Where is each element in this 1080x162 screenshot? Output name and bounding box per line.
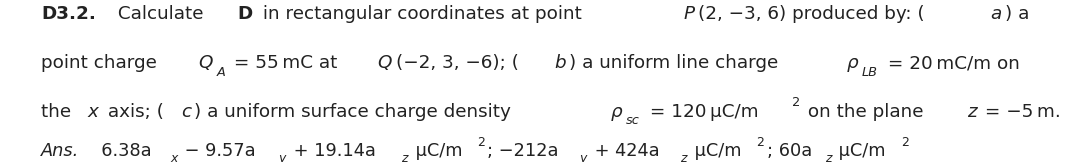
Text: ) a: ) a xyxy=(1005,6,1029,23)
Text: axis; (: axis; ( xyxy=(102,103,163,121)
Text: − 9.57a: − 9.57a xyxy=(179,142,256,160)
Text: μC/m: μC/m xyxy=(409,142,462,160)
Text: Ans.: Ans. xyxy=(41,142,79,160)
Text: on the plane: on the plane xyxy=(802,103,930,121)
Text: μC/m: μC/m xyxy=(689,142,741,160)
Text: ; 60a: ; 60a xyxy=(767,142,812,160)
Text: 2: 2 xyxy=(901,136,909,149)
Text: y: y xyxy=(279,152,286,162)
Text: z: z xyxy=(967,103,976,121)
Text: point charge: point charge xyxy=(41,54,163,72)
Text: a: a xyxy=(990,6,1002,23)
Text: 2: 2 xyxy=(792,96,800,109)
Text: Calculate: Calculate xyxy=(112,6,210,23)
Text: z: z xyxy=(401,152,408,162)
Text: ρ: ρ xyxy=(847,54,859,72)
Text: + 19.14a: + 19.14a xyxy=(287,142,376,160)
Text: D: D xyxy=(238,6,253,23)
Text: = −5 m.: = −5 m. xyxy=(980,103,1061,121)
Text: = 120 μC/m: = 120 μC/m xyxy=(644,103,758,121)
Text: ; −212a: ; −212a xyxy=(487,142,559,160)
Text: = 20 mC/m on: = 20 mC/m on xyxy=(882,54,1021,72)
Text: ) a uniform surface charge density: ) a uniform surface charge density xyxy=(194,103,517,121)
Text: 2: 2 xyxy=(477,136,485,149)
Text: b: b xyxy=(554,54,566,72)
Text: c: c xyxy=(181,103,191,121)
Text: + 424a: + 424a xyxy=(590,142,660,160)
Text: sc: sc xyxy=(626,114,639,127)
Text: z: z xyxy=(825,152,832,162)
Text: A: A xyxy=(217,66,226,79)
Text: in rectangular coordinates at point: in rectangular coordinates at point xyxy=(257,6,588,23)
Text: μC/m: μC/m xyxy=(834,142,886,160)
Text: ) a uniform line charge: ) a uniform line charge xyxy=(569,54,784,72)
Text: LB: LB xyxy=(862,66,878,79)
Text: (−2, 3, −6); (: (−2, 3, −6); ( xyxy=(395,54,518,72)
Text: 6.38a: 6.38a xyxy=(91,142,152,160)
Text: Q: Q xyxy=(377,54,391,72)
Text: (2, −3, 6) produced by: (: (2, −3, 6) produced by: ( xyxy=(699,6,924,23)
Text: y: y xyxy=(580,152,588,162)
Text: Q: Q xyxy=(198,54,213,72)
Text: x: x xyxy=(170,152,177,162)
Text: z: z xyxy=(680,152,687,162)
Text: P: P xyxy=(684,6,696,23)
Text: = 55 mC at: = 55 mC at xyxy=(228,54,343,72)
Text: 2: 2 xyxy=(756,136,765,149)
Text: x: x xyxy=(87,103,98,121)
Text: ρ: ρ xyxy=(611,103,622,121)
Text: the: the xyxy=(41,103,77,121)
Text: D3.2.: D3.2. xyxy=(41,6,96,23)
